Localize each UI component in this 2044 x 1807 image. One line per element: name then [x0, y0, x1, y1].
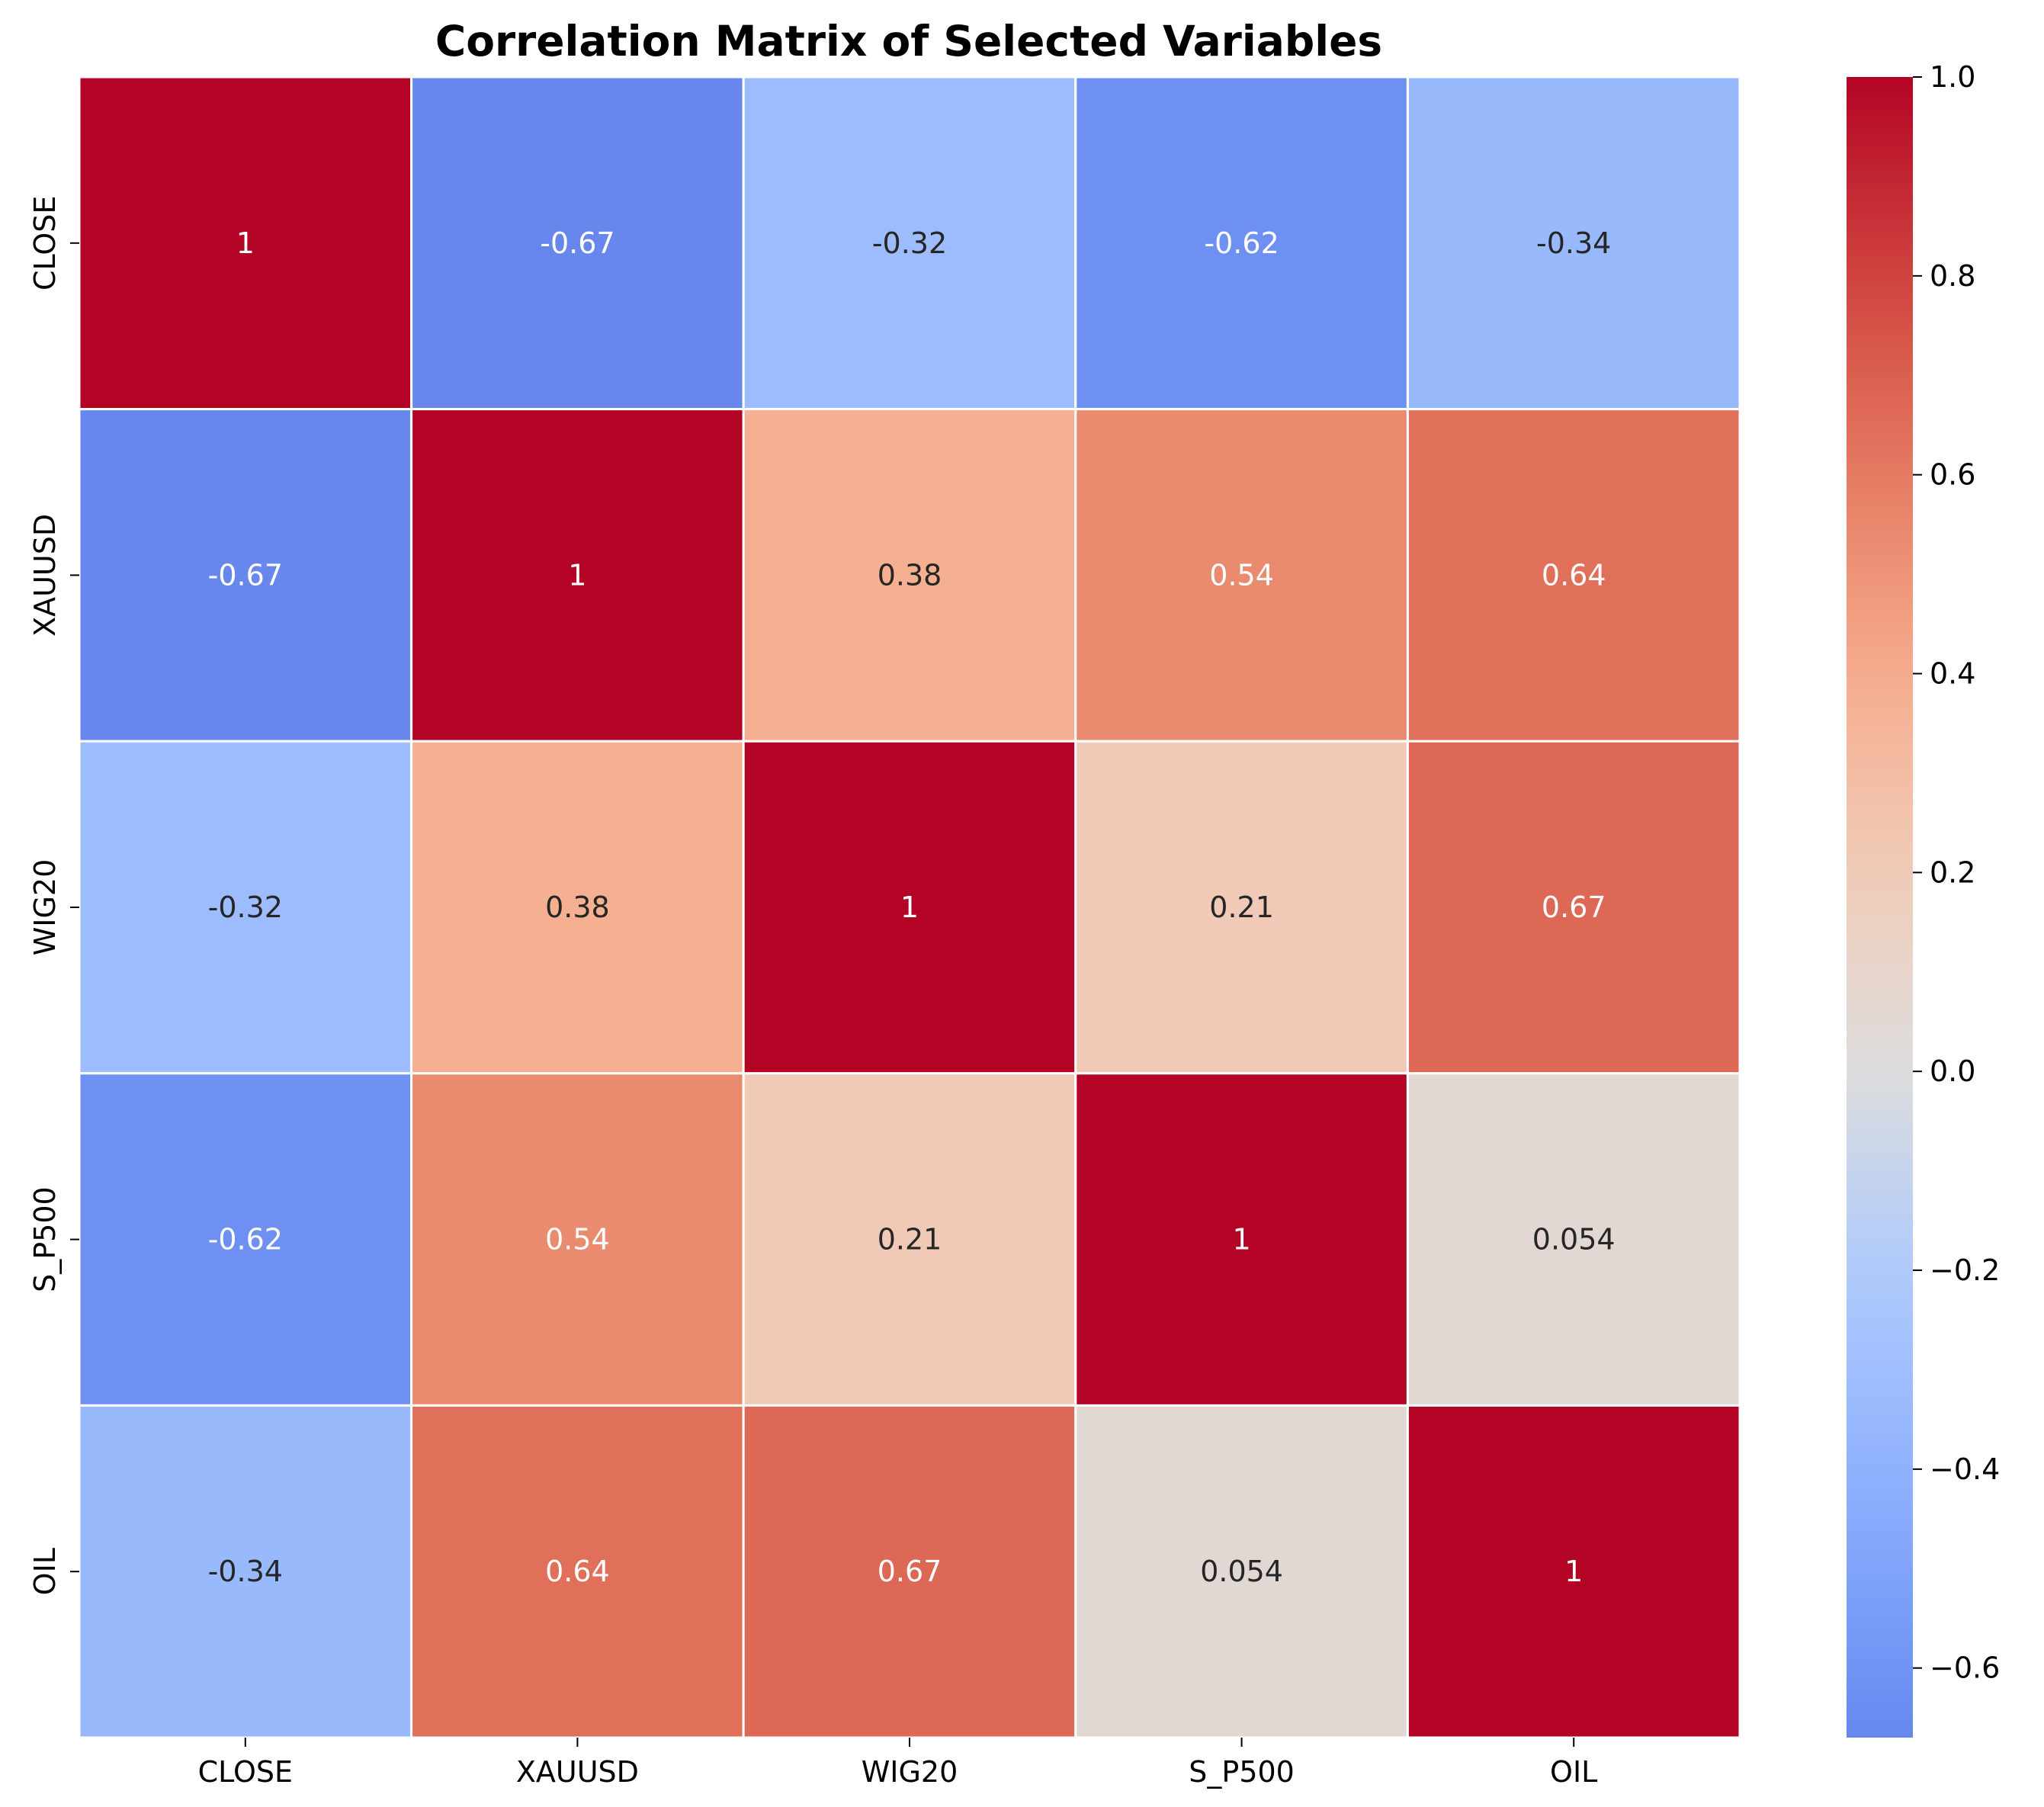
- x-tick-label: WIG20: [862, 1755, 958, 1789]
- heatmap-cell: [742, 740, 1077, 1075]
- x-axis: CLOSE XAUUSD WIG20 S_P500 OIL: [198, 1738, 1597, 1789]
- cell-value-label: 0.54: [545, 1223, 610, 1257]
- cell-value-label: 0.67: [878, 1555, 942, 1588]
- cell-value-label: -0.32: [208, 891, 283, 924]
- cell-value-label: -0.67: [540, 226, 614, 260]
- colorbar-tick-label: −0.6: [1930, 1651, 2000, 1685]
- heatmap-cell: [1406, 408, 1741, 743]
- cell-value-label: 0.054: [1200, 1555, 1283, 1588]
- heatmap-cell: [1074, 740, 1409, 1075]
- heatmap-cell: [1406, 75, 1741, 411]
- y-tick-label: XAUUSD: [28, 514, 62, 637]
- colorbar-tick-label: −0.2: [1930, 1253, 2000, 1287]
- y-axis: CLOSE XAUUSD WIG20 S_P500 OIL: [28, 196, 79, 1595]
- cell-value-label: -0.62: [1204, 226, 1279, 260]
- heatmap-cell: [742, 1404, 1077, 1739]
- cell-value-label: 0.64: [545, 1555, 610, 1588]
- cell-value-label: 0.21: [878, 1223, 942, 1257]
- cell-value-label: 0.054: [1532, 1223, 1616, 1257]
- colorbar: 1.0 0.8 0.6 0.4 0.2 0.0 −0.2 −0.4 −0.6: [1847, 60, 2000, 1738]
- heatmap-cell: [78, 408, 413, 743]
- x-tick-label: S_P500: [1189, 1755, 1295, 1789]
- chart-title: Correlation Matrix of Selected Variables: [435, 17, 1382, 66]
- cell-value-label: 0.67: [1542, 891, 1606, 924]
- heatmap-cell: [1406, 1404, 1741, 1739]
- cell-value-label: 0.38: [545, 891, 610, 924]
- x-tick-label: CLOSE: [198, 1755, 293, 1789]
- colorbar-tick-label: 1.0: [1930, 60, 1975, 94]
- cell-value-label: -0.34: [1536, 226, 1611, 260]
- colorbar-tick-label: 0.2: [1930, 855, 1975, 889]
- y-tick-label: S_P500: [28, 1186, 62, 1292]
- y-tick-label: OIL: [28, 1548, 62, 1595]
- cell-value-label: -0.34: [208, 1555, 283, 1588]
- colorbar-gradient: [1847, 77, 1913, 1738]
- cell-value-label: 1: [900, 891, 919, 924]
- heatmap-cell: [742, 1072, 1077, 1407]
- colorbar-tick-label: 0.8: [1930, 259, 1975, 293]
- heatmap-cells: 1 -0.67 -0.32 -0.62 -0.34 -0.67 1 0.38 0.54 0.64 -…: [78, 75, 1741, 1739]
- cell-value-label: -0.62: [208, 1223, 283, 1257]
- heatmap-cell: [410, 1072, 745, 1407]
- heatmap-cell: [410, 75, 745, 411]
- heatmap-cell: [1074, 75, 1409, 411]
- heatmap-cell: [742, 75, 1077, 411]
- colorbar-tick-label: 0.6: [1930, 458, 1975, 492]
- cell-value-label: 1: [236, 226, 255, 260]
- y-tick-label: WIG20: [28, 859, 62, 956]
- cell-value-label: 1: [1233, 1223, 1251, 1257]
- cell-value-label: -0.67: [208, 558, 283, 592]
- heatmap-cell: [78, 75, 413, 411]
- cell-value-label: -0.32: [872, 226, 947, 260]
- heatmap-cell: [742, 408, 1077, 743]
- colorbar-tick-label: 0.0: [1930, 1054, 1975, 1088]
- colorbar-ticks: 1.0 0.8 0.6 0.4 0.2 0.0 −0.2 −0.4 −0.6: [1913, 60, 2000, 1685]
- heatmap-cell: [78, 1404, 413, 1739]
- heatmap-cell: [410, 1404, 745, 1739]
- cell-value-label: 0.64: [1542, 558, 1606, 592]
- colorbar-tick-label: −0.4: [1930, 1452, 2000, 1486]
- heatmap-cell: [1074, 1072, 1409, 1407]
- heatmap-cell: [1406, 740, 1741, 1075]
- cell-value-label: 0.21: [1209, 891, 1274, 924]
- cell-value-label: 1: [1564, 1555, 1583, 1588]
- cell-value-label: 0.38: [878, 558, 942, 592]
- x-tick-label: XAUUSD: [516, 1755, 639, 1789]
- heatmap-cell: [410, 408, 745, 743]
- heatmap-cell: [1406, 1072, 1741, 1407]
- y-tick-label: CLOSE: [28, 196, 62, 290]
- x-tick-label: OIL: [1550, 1755, 1597, 1789]
- cell-value-label: 1: [568, 558, 586, 592]
- heatmap-cell: [410, 740, 745, 1075]
- cell-value-label: 0.54: [1209, 558, 1274, 592]
- colorbar-tick-label: 0.4: [1930, 657, 1975, 691]
